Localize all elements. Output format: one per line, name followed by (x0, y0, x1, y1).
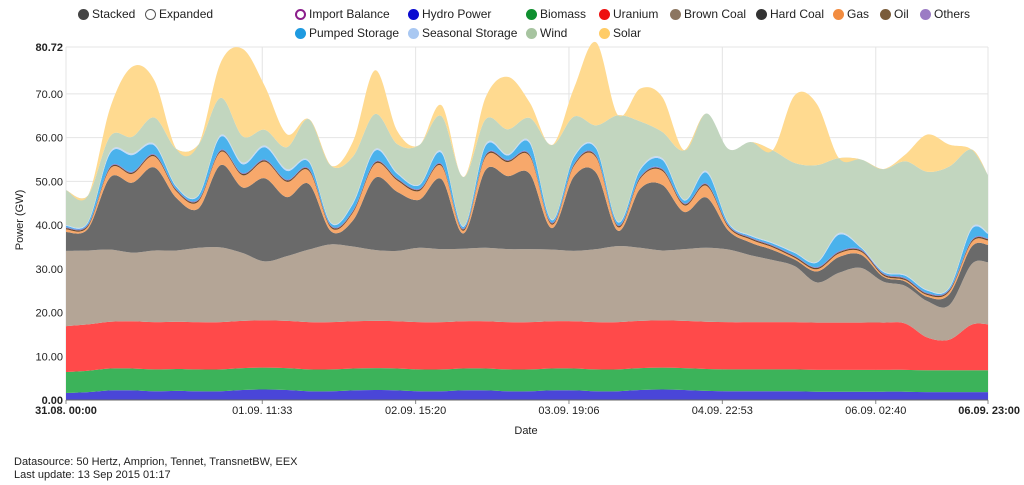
chart-areas (66, 41, 988, 401)
y-tick-label: 10.00 (35, 351, 63, 363)
legend-label: Others (934, 7, 971, 21)
legend-wind[interactable]: Wind (526, 25, 567, 41)
y-tick-label: 50.00 (35, 176, 63, 188)
legend-brown-coal[interactable]: Brown Coal (670, 6, 746, 22)
legend-pumped-storage[interactable]: Pumped Storage (295, 25, 399, 41)
import-balance-swatch-icon (295, 8, 306, 20)
chart-axes: 0.00 10.00 20.00 30.00 40.00 50.00 60.00 70.00 8… (35, 42, 1020, 417)
x-axis-title: Date (514, 425, 537, 437)
legend-oil[interactable]: Oil (880, 6, 909, 22)
x-tick-label: 01.09. 11:33 (232, 405, 292, 417)
legend-label: Import Balance (309, 7, 390, 21)
legend-expanded[interactable]: Expanded (145, 6, 213, 22)
legend-label: Gas (847, 7, 870, 21)
legend-gas[interactable]: Gas (833, 6, 869, 22)
x-tick-label: 06.09. 23:00 (958, 405, 1020, 417)
y-tick-label: 30.00 (35, 264, 63, 276)
legend-label: Brown Coal (684, 7, 747, 21)
legend-expanded-label: Expanded (159, 7, 214, 21)
y-tick-label: 80.72 (35, 42, 63, 54)
legend-label: Uranium (613, 7, 659, 21)
brown-coal-swatch-icon (670, 8, 681, 20)
uranium-swatch-icon (599, 8, 610, 20)
legend: Stacked Expanded Import Balance Hydro Po… (0, 0, 1024, 44)
y-tick-label: 60.00 (35, 133, 63, 145)
legend-uranium[interactable]: Uranium (599, 6, 658, 22)
expanded-radio-icon (145, 8, 156, 20)
others-swatch-icon (920, 8, 931, 20)
y-tick-label: 0.00 (42, 395, 63, 407)
oil-swatch-icon (880, 8, 891, 20)
area-hard-coal[interactable] (66, 164, 988, 308)
legend-others[interactable]: Others (920, 6, 970, 22)
legend-seasonal-storage[interactable]: Seasonal Storage (408, 25, 517, 41)
legend-label: Wind (540, 26, 568, 40)
legend-hydro-power[interactable]: Hydro Power (408, 6, 491, 22)
legend-label: Biomass (540, 7, 587, 21)
area-uranium[interactable] (66, 320, 988, 373)
hard-coal-swatch-icon (756, 8, 767, 20)
x-tick-label: 04.09. 22:53 (692, 405, 753, 417)
pumped-storage-swatch-icon (295, 27, 306, 39)
seasonal-storage-swatch-icon (408, 27, 419, 39)
area-wind[interactable] (66, 97, 988, 294)
footer: Datasource: 50 Hertz, Amprion, Tennet, T… (14, 456, 298, 482)
area-biomass[interactable] (66, 367, 988, 393)
x-tick-label: 03.09. 19:06 (538, 405, 599, 417)
area-gas[interactable] (66, 151, 988, 300)
legend-import-balance[interactable]: Import Balance (295, 6, 390, 22)
datasource-text: Datasource: 50 Hertz, Amprion, Tennet, T… (14, 456, 298, 468)
last-update-text: Last update: 13 Sep 2015 01:17 (14, 469, 171, 481)
area-brown-coal[interactable] (66, 244, 988, 341)
y-tick-label: 70.00 (35, 89, 63, 101)
y-axis-title: Power (GW) (14, 190, 26, 251)
x-tick-label: 31.08. 00:00 (35, 405, 97, 417)
legend-label: Seasonal Storage (422, 26, 518, 40)
legend-biomass[interactable]: Biomass (526, 6, 586, 22)
gas-swatch-icon (833, 8, 844, 20)
legend-label: Oil (894, 7, 909, 21)
legend-solar[interactable]: Solar (599, 25, 641, 41)
legend-hard-coal[interactable]: Hard Coal (756, 6, 824, 22)
hydro-power-swatch-icon (408, 8, 419, 20)
x-tick-label: 06.09. 02:40 (845, 405, 906, 417)
legend-label: Hydro Power (422, 7, 492, 21)
legend-label: Pumped Storage (309, 26, 400, 40)
wind-swatch-icon (526, 27, 537, 39)
x-tick-label: 02.09. 15:20 (385, 405, 446, 417)
solar-swatch-icon (599, 27, 610, 39)
area-solar[interactable] (66, 41, 988, 201)
y-tick-label: 20.00 (35, 308, 63, 320)
area-pumped-storage[interactable] (66, 136, 988, 296)
y-tick-label: 40.00 (35, 220, 63, 232)
area-hydro-power[interactable] (66, 389, 988, 401)
stacked-radio-icon (78, 8, 89, 20)
legend-stacked-label: Stacked (92, 7, 136, 21)
legend-stacked[interactable]: Stacked (78, 6, 135, 22)
legend-label: Solar (613, 26, 642, 40)
biomass-swatch-icon (526, 8, 537, 20)
legend-label: Hard Coal (770, 7, 825, 21)
